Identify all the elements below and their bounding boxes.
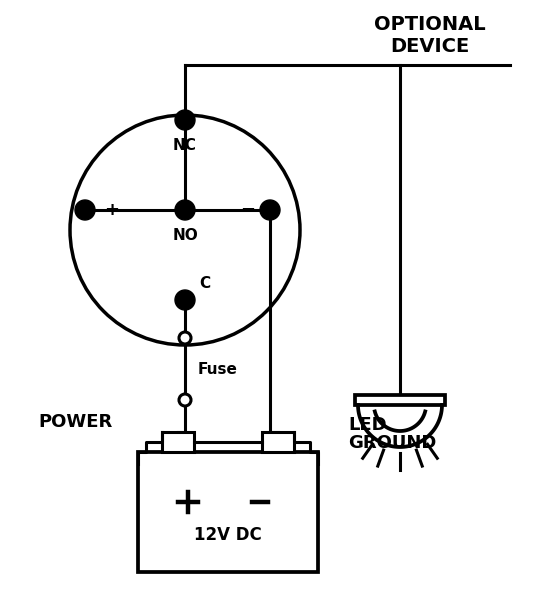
Bar: [162, 432, 194, 452]
Circle shape: [75, 200, 95, 220]
Text: POWER: POWER: [38, 413, 112, 431]
Text: GROUND: GROUND: [348, 434, 436, 452]
Circle shape: [260, 200, 280, 220]
Text: 12V DC: 12V DC: [194, 526, 262, 544]
Circle shape: [175, 200, 195, 220]
Bar: [138, 452, 318, 572]
Text: C: C: [199, 277, 210, 292]
Bar: [262, 432, 294, 452]
Bar: [355, 395, 445, 405]
Text: Fuse: Fuse: [198, 361, 238, 377]
Text: NO: NO: [172, 228, 198, 243]
Text: NC: NC: [173, 138, 197, 153]
Circle shape: [175, 290, 195, 310]
Text: OPTIONAL: OPTIONAL: [374, 16, 486, 34]
Text: +: +: [104, 201, 119, 219]
Text: DEVICE: DEVICE: [390, 37, 470, 56]
Circle shape: [175, 110, 195, 130]
Text: LED: LED: [348, 416, 386, 434]
Text: −: −: [240, 201, 255, 219]
Circle shape: [179, 332, 191, 344]
Circle shape: [179, 394, 191, 406]
